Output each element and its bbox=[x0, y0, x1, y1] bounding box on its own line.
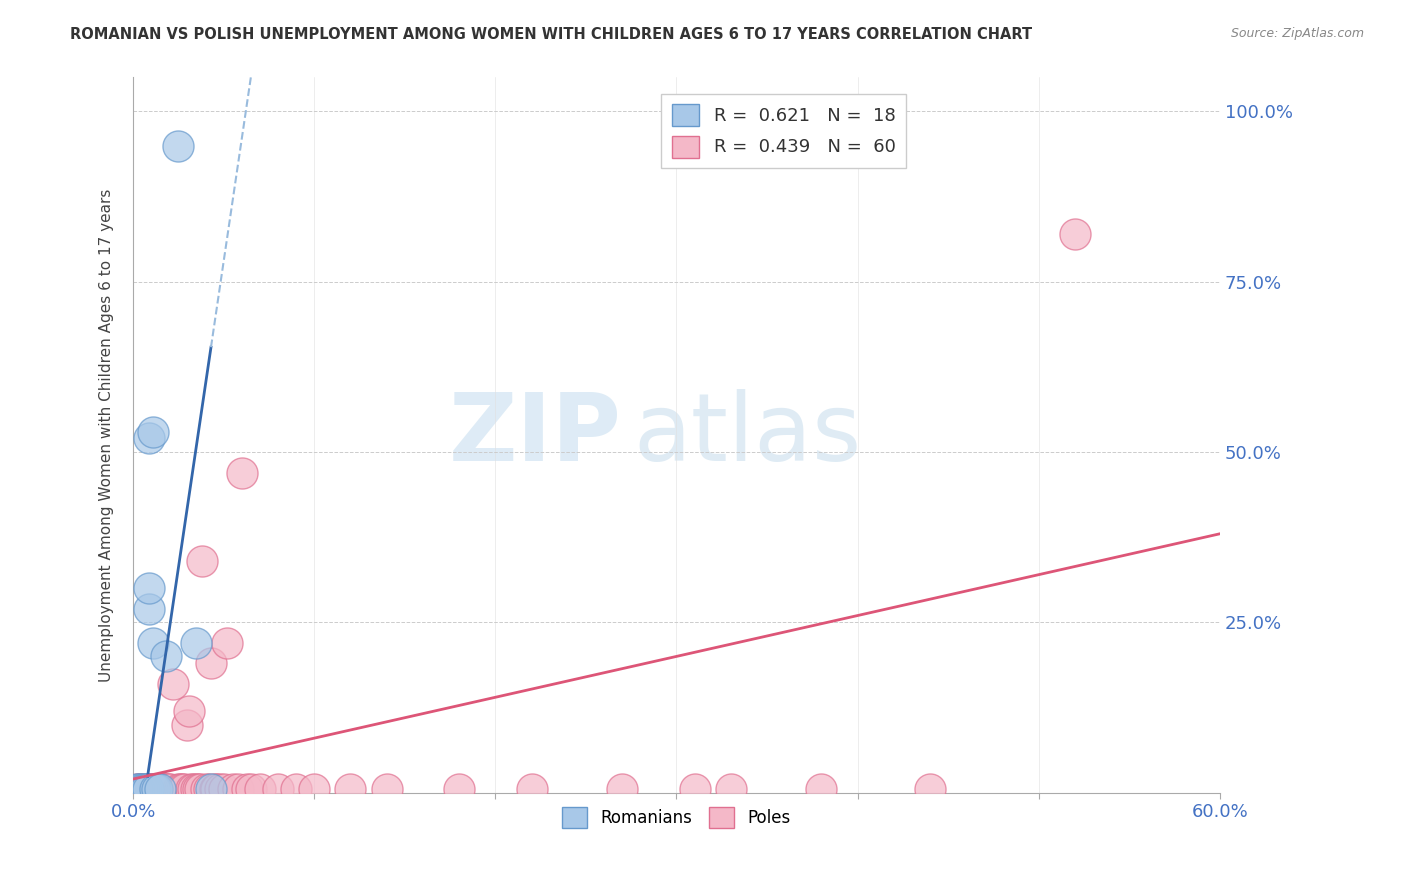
Point bbox=[167, 782, 190, 797]
Point bbox=[155, 649, 177, 664]
Point bbox=[162, 676, 184, 690]
Point bbox=[142, 782, 165, 797]
Point bbox=[142, 636, 165, 650]
Point bbox=[188, 782, 211, 797]
Point bbox=[131, 782, 153, 797]
Point bbox=[145, 782, 167, 797]
Point bbox=[918, 782, 941, 797]
Point bbox=[173, 782, 195, 797]
Point bbox=[150, 782, 173, 797]
Point bbox=[208, 782, 231, 797]
Point bbox=[194, 782, 217, 797]
Point bbox=[143, 782, 166, 797]
Point bbox=[143, 782, 166, 797]
Point bbox=[131, 782, 153, 797]
Point bbox=[136, 782, 159, 797]
Point bbox=[191, 554, 214, 568]
Point bbox=[181, 782, 204, 797]
Point bbox=[520, 782, 543, 797]
Point bbox=[138, 782, 160, 797]
Point bbox=[141, 782, 163, 797]
Text: ROMANIAN VS POLISH UNEMPLOYMENT AMONG WOMEN WITH CHILDREN AGES 6 TO 17 YEARS COR: ROMANIAN VS POLISH UNEMPLOYMENT AMONG WO… bbox=[70, 27, 1032, 42]
Point bbox=[239, 782, 262, 797]
Text: Source: ZipAtlas.com: Source: ZipAtlas.com bbox=[1230, 27, 1364, 40]
Point bbox=[236, 782, 259, 797]
Point bbox=[176, 717, 198, 731]
Point bbox=[683, 782, 706, 797]
Point bbox=[249, 782, 271, 797]
Point bbox=[169, 782, 191, 797]
Point bbox=[149, 782, 172, 797]
Point bbox=[138, 432, 160, 446]
Point bbox=[125, 782, 148, 797]
Point bbox=[198, 782, 221, 797]
Point bbox=[138, 582, 160, 596]
Point bbox=[186, 636, 208, 650]
Point bbox=[142, 425, 165, 439]
Point bbox=[1063, 227, 1085, 241]
Point bbox=[128, 782, 150, 797]
Point bbox=[339, 782, 361, 797]
Point bbox=[186, 782, 208, 797]
Point bbox=[145, 782, 167, 797]
Point bbox=[720, 782, 742, 797]
Y-axis label: Unemployment Among Women with Children Ages 6 to 17 years: Unemployment Among Women with Children A… bbox=[100, 188, 114, 681]
Point bbox=[226, 782, 249, 797]
Point bbox=[212, 782, 235, 797]
Point bbox=[204, 782, 226, 797]
Point bbox=[187, 782, 209, 797]
Point bbox=[128, 782, 150, 797]
Point bbox=[145, 782, 167, 797]
Point bbox=[810, 782, 832, 797]
Point bbox=[231, 466, 253, 480]
Point bbox=[449, 782, 471, 797]
Point bbox=[222, 782, 245, 797]
Point bbox=[180, 782, 202, 797]
Point bbox=[200, 657, 222, 671]
Point bbox=[141, 782, 163, 797]
Point bbox=[143, 782, 166, 797]
Point bbox=[136, 782, 159, 797]
Point bbox=[149, 782, 172, 797]
Text: atlas: atlas bbox=[633, 389, 862, 481]
Point bbox=[285, 782, 308, 797]
Point bbox=[302, 782, 325, 797]
Point bbox=[167, 138, 190, 153]
Point bbox=[153, 782, 176, 797]
Point bbox=[155, 782, 177, 797]
Point bbox=[125, 782, 148, 797]
Point bbox=[138, 601, 160, 615]
Point bbox=[610, 782, 633, 797]
Point bbox=[205, 782, 228, 797]
Point bbox=[179, 704, 201, 718]
Legend: Romanians, Poles: Romanians, Poles bbox=[555, 801, 797, 834]
Point bbox=[157, 782, 180, 797]
Point bbox=[135, 782, 157, 797]
Point bbox=[150, 782, 173, 797]
Point bbox=[157, 782, 180, 797]
Point bbox=[170, 782, 193, 797]
Point bbox=[267, 782, 290, 797]
Point bbox=[200, 782, 222, 797]
Point bbox=[129, 782, 152, 797]
Text: ZIP: ZIP bbox=[449, 389, 621, 481]
Point bbox=[217, 636, 239, 650]
Point bbox=[375, 782, 398, 797]
Point bbox=[132, 782, 155, 797]
